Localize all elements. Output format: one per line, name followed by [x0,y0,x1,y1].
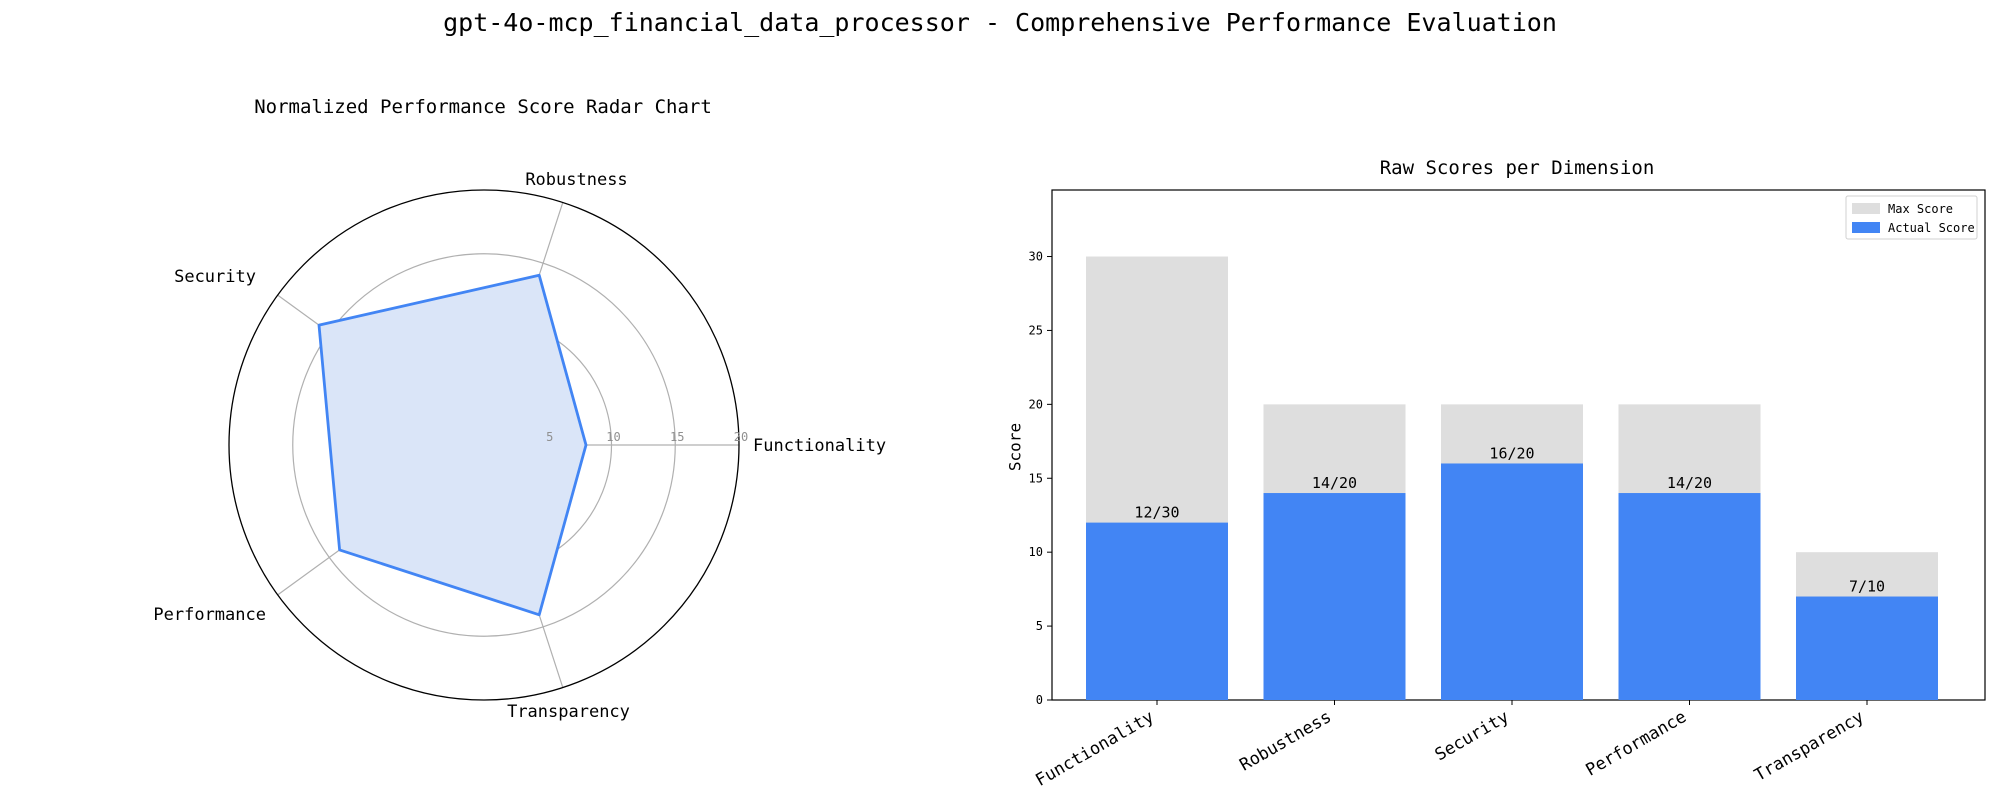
x-tick-label: Transparency [1751,707,1867,786]
radar-axis-label: Security [174,267,256,287]
bar-data-label: 14/20 [1667,474,1712,492]
y-tick-label: 20 [1029,397,1043,411]
x-tick-label: Performance [1582,707,1690,781]
radar-axis-label: Performance [153,605,266,625]
main-title: gpt-4o-mcp_financial_data_processor - Co… [443,8,1557,37]
x-tick-label: Robustness [1236,707,1335,776]
bar-data-label: 14/20 [1312,474,1357,492]
bar-data-label: 12/30 [1134,504,1179,522]
actual-score-bar [1086,522,1228,700]
legend-label-actual: Actual Score [1888,221,1975,235]
actual-score-bar [1263,493,1406,700]
y-tick-label: 0 [1036,693,1043,707]
bar-chart-title: Raw Scores per Dimension [1380,157,1655,179]
y-tick-label: 15 [1029,471,1043,485]
radar-axis-label: Robustness [525,170,627,190]
radial-tick-label: 20 [734,430,748,444]
bar-data-label: 7/10 [1849,578,1885,596]
radar-chart: Normalized Performance Score Radar Chart… [153,96,886,722]
legend-label-max: Max Score [1888,202,1953,216]
y-tick-label: 25 [1029,323,1043,337]
actual-score-bar [1441,463,1583,700]
x-tick-label: Security [1432,707,1513,765]
x-tick-label: Functionality [1032,707,1157,791]
actual-score-bar [1618,493,1761,700]
radar-axis-label: Functionality [753,436,886,456]
bar-chart: Raw Scores per Dimension Score 0 5 10 15 20 2… [1006,157,1986,791]
radar-axis-label: Transparency [507,702,630,722]
radar-outer-frame [228,189,740,701]
actual-score-bar [1796,596,1938,700]
radial-tick-label: 10 [606,430,620,444]
bar-data-label: 16/20 [1489,444,1534,462]
radar-series-line [317,273,588,617]
legend-swatch-actual [1852,222,1880,233]
legend-swatch-max [1852,203,1880,214]
radial-tick-label: 15 [670,430,684,444]
radar-chart-title: Normalized Performance Score Radar Chart [254,96,712,118]
y-axis-label: Score [1006,423,1025,471]
radial-tick-label: 5 [546,430,553,444]
y-tick-label: 30 [1029,250,1043,264]
y-tick-label: 10 [1029,545,1043,559]
radar-fill-area [319,275,586,615]
y-tick-label: 5 [1036,619,1043,633]
